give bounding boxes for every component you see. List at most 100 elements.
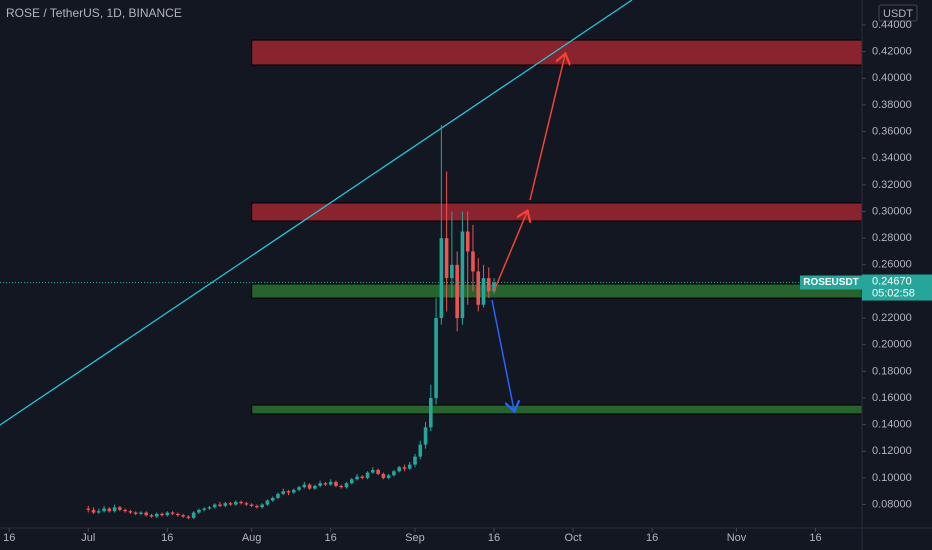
candle-body (244, 503, 249, 505)
zone (251, 202, 862, 222)
candle-body (392, 471, 396, 476)
price-label: 0.24670 (872, 275, 912, 287)
currency-box (878, 4, 918, 22)
candle-body (328, 481, 333, 485)
symbol-label: ROSEUSDT (803, 277, 859, 288)
price-label-bg (862, 274, 932, 301)
candle-body (265, 500, 270, 505)
x-tick-label: 16 (161, 532, 173, 544)
candle-body (281, 491, 286, 494)
candle-body (407, 464, 412, 469)
y-tick-label: 0.18000 (872, 365, 912, 377)
y-tick-label: 0.32000 (872, 179, 912, 191)
candle-body (228, 503, 233, 505)
zones (251, 39, 862, 415)
candle-body (381, 473, 386, 478)
candle-body (239, 501, 243, 504)
y-tick-label: 0.34000 (872, 152, 912, 164)
candle-body (413, 456, 417, 465)
candle-body (286, 491, 291, 493)
candle-body (297, 487, 301, 490)
candle-body (423, 427, 428, 445)
x-tick-label: Nov (727, 532, 747, 544)
y-tick-label: 0.08000 (872, 498, 912, 510)
plot (0, 124, 862, 520)
candle-body (334, 481, 338, 486)
candle-body (202, 508, 206, 510)
x-tick-label: Jul (81, 532, 95, 544)
arrow-down (491, 299, 514, 410)
y-tick-label: 0.28000 (872, 232, 912, 244)
candle-body (165, 512, 170, 516)
zone (251, 283, 862, 299)
candle-body (191, 512, 196, 518)
y-tick-label: 0.38000 (872, 99, 912, 111)
currency: USDT (883, 8, 913, 20)
candle-body (339, 485, 344, 488)
candle-body (144, 512, 149, 516)
candle-body (318, 483, 322, 486)
candle-body (492, 282, 496, 292)
candle-body (402, 467, 407, 469)
y-tick-label: 0.36000 (872, 126, 912, 138)
candle-body (207, 507, 212, 509)
y-tick-label: 0.14000 (872, 419, 912, 431)
candle-body (434, 318, 438, 398)
candle-body (465, 231, 470, 252)
candle-body (349, 479, 354, 484)
x-tick-label: 16 (809, 532, 821, 544)
candle-body (439, 238, 444, 319)
candle-body (276, 493, 280, 498)
y-tick-label: 0.40000 (872, 72, 912, 84)
arrow-up (529, 55, 565, 201)
candle-body (371, 469, 375, 473)
y-tick-label: 0.26000 (872, 259, 912, 271)
zone (251, 404, 862, 415)
candle-body (149, 515, 154, 517)
candle-body (291, 489, 296, 493)
x-tick-label: 16 (488, 532, 500, 544)
candle-body (133, 512, 138, 514)
candle-body (486, 278, 491, 292)
candle-body (455, 264, 459, 319)
candle-body (450, 264, 454, 279)
axes: 0.08000 0.10000 0.12000 0.14000 0.16000 0.180… (3, 19, 932, 544)
candle-body (344, 483, 349, 488)
x-tick-label: 16 (646, 532, 658, 544)
y-tick-label: 0.44000 (872, 19, 912, 31)
x-tick-label: 16 (325, 532, 337, 544)
x-tick-label: 16 (3, 532, 15, 544)
candle-body (418, 444, 423, 457)
candle-body (444, 238, 449, 279)
candle-body (307, 484, 312, 489)
candle-body (123, 509, 127, 512)
candle-body (476, 271, 481, 305)
zone (251, 39, 862, 66)
candle-body (323, 483, 328, 485)
candle-body (386, 475, 391, 478)
candle-body (212, 504, 217, 508)
candle-body (234, 501, 238, 505)
candle-body (360, 476, 365, 478)
y-tick-label: 0.16000 (872, 392, 912, 404)
candle-body (128, 511, 133, 513)
candle-body (397, 467, 401, 472)
arrow-up (493, 212, 527, 292)
candle-body (197, 509, 201, 513)
y-tick-label: 0.30000 (872, 205, 912, 217)
candle-body (313, 485, 317, 489)
candle-body (260, 504, 264, 508)
candle-body (160, 513, 164, 516)
symbol-label-bg (800, 275, 862, 290)
candle-body (471, 251, 475, 272)
candle-body (91, 509, 96, 513)
y-tick-label: 0.10000 (872, 472, 912, 484)
candle-body (481, 278, 486, 305)
y-tick-label: 0.42000 (872, 46, 912, 58)
candle-body (218, 504, 222, 506)
x-tick-label: Aug (242, 532, 262, 544)
candle-body (170, 512, 175, 514)
candle-body (112, 507, 117, 512)
candle-body (118, 507, 122, 510)
